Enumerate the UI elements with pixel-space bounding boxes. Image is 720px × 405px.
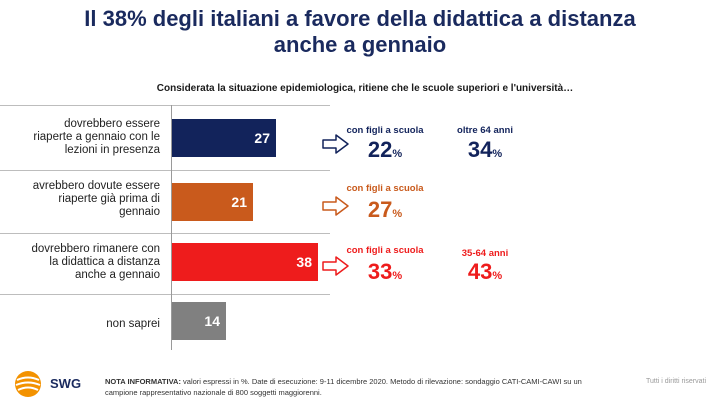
annotation-label: con figli a scuola bbox=[346, 245, 424, 256]
separator bbox=[0, 294, 330, 295]
bar-0: 27 bbox=[172, 119, 276, 157]
separator bbox=[0, 233, 330, 234]
bar-value-label: 38 bbox=[296, 254, 312, 270]
rights-notice: Tutti i diritti riservati bbox=[645, 378, 706, 385]
swg-logo-icon bbox=[15, 371, 41, 397]
annotation-label: 35-64 anni bbox=[461, 248, 509, 259]
category-label-0: dovrebbero essere riaperte a gennaio con… bbox=[33, 118, 160, 156]
arrow-icon bbox=[322, 196, 349, 216]
category-label-2: dovrebbero rimanere con la didattica a d… bbox=[31, 243, 161, 281]
bar-3: 14 bbox=[172, 302, 226, 340]
annotation-label: con figli a scuola bbox=[346, 183, 424, 194]
separator bbox=[0, 170, 330, 171]
separator bbox=[0, 105, 330, 106]
annotation-value: 27% bbox=[367, 197, 403, 222]
arrow-icon bbox=[322, 134, 349, 154]
footnote: NOTA INFORMATIVA: valori espressi in %. … bbox=[105, 377, 582, 397]
title-line-2: anche a gennaio bbox=[273, 32, 447, 57]
brand-name: SWG bbox=[50, 376, 82, 391]
bar-1: 21 bbox=[172, 183, 253, 221]
annotation-label: oltre 64 anni bbox=[457, 125, 513, 136]
bar-value-label: 21 bbox=[231, 194, 247, 210]
page-title: Il 38% degli italiani a favore della did… bbox=[0, 6, 720, 58]
chart-subtitle: Considerata la situazione epidemiologica… bbox=[156, 83, 574, 94]
title-line-1: Il 38% degli italiani a favore della did… bbox=[84, 6, 636, 31]
category-axis bbox=[171, 105, 172, 350]
annotation-value: 22% bbox=[367, 137, 403, 162]
annotation-value: 34% bbox=[467, 137, 503, 162]
annotation-label: con figli a scuola bbox=[346, 125, 424, 136]
category-label-1: avrebbero dovute essere riaperte già pri… bbox=[32, 180, 160, 218]
bar-value-label: 14 bbox=[204, 313, 220, 329]
bar-value-label: 27 bbox=[254, 130, 270, 146]
category-label-3: non saprei bbox=[106, 318, 160, 330]
annotation-value: 33% bbox=[367, 259, 403, 284]
annotation-value: 43% bbox=[467, 259, 503, 284]
arrow-icon bbox=[322, 256, 349, 276]
bar-2: 38 bbox=[172, 243, 318, 281]
